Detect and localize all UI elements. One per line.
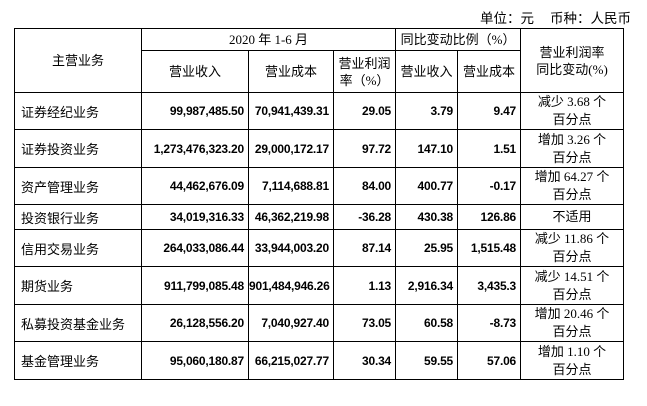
revenue-cell: 44,462,676.09 <box>141 167 249 205</box>
cost-cell: 66,215,027.77 <box>248 341 334 380</box>
yoy-revenue-cell: 3.79 <box>395 92 459 130</box>
main-business-table: 主营业务 2020 年 1-6 月 同比变动比例（%） 营业利润率 同比变动(%… <box>14 28 625 380</box>
margin-change-cell: 减少 14.51 个 百分点 <box>520 266 625 305</box>
header-main-business: 主营业务 <box>14 28 142 93</box>
revenue-cell: 264,033,086.44 <box>141 229 249 267</box>
yoy-cost-cell: 1,515.48 <box>457 229 522 267</box>
margin-cell: 29.05 <box>332 92 397 130</box>
cost-cell: 33,944,003.20 <box>248 229 334 267</box>
currency-label: 币种：人民币 <box>550 11 631 26</box>
margin-change-cell: 增加 64.27 个 百分点 <box>520 167 625 205</box>
yoy-revenue-cell: 2,916.34 <box>395 266 459 305</box>
cost-cell: 901,484,946.26 <box>248 266 334 305</box>
table-row: 私募投资基金业务 26,128,556.20 7,040,927.40 73.0… <box>14 304 625 342</box>
business-cell: 证券投资业务 <box>14 129 142 168</box>
header-margin-yoy: 营业利润率 同比变动(%) <box>520 28 625 93</box>
revenue-cell: 95,060,180.87 <box>141 341 249 380</box>
header-row-groups: 主营业务 2020 年 1-6 月 同比变动比例（%） 营业利润率 同比变动(%… <box>14 28 625 93</box>
yoy-cost-cell: 3,435.3 <box>457 266 522 305</box>
header-cost: 营业成本 <box>248 50 334 93</box>
business-cell: 基金管理业务 <box>14 341 142 380</box>
table-row: 资产管理业务 44,462,676.09 7,114,688.81 84.00 … <box>14 167 625 205</box>
cost-cell: 29,000,172.17 <box>248 129 334 168</box>
cost-cell: 70,941,439.31 <box>248 92 334 130</box>
header-revenue: 营业收入 <box>141 50 249 93</box>
table-row: 信用交易业务 264,033,086.44 33,944,003.20 87.1… <box>14 229 625 267</box>
cost-cell: 7,114,688.81 <box>248 167 334 205</box>
yoy-cost-cell: 57.06 <box>457 341 522 380</box>
business-cell: 投资银行业务 <box>14 204 142 230</box>
table-row: 基金管理业务 95,060,180.87 66,215,027.77 30.34… <box>14 341 625 380</box>
yoy-revenue-cell: 400.77 <box>395 167 459 205</box>
table-row: 证券投资业务 1,273,476,323.20 29,000,172.17 97… <box>14 129 625 168</box>
yoy-revenue-cell: 60.58 <box>395 304 459 342</box>
margin-change-cell: 减少 11.86 个 百分点 <box>520 229 625 267</box>
yoy-revenue-cell: 59.55 <box>395 341 459 380</box>
table-row: 证券经纪业务 99,987,485.50 70,941,439.31 29.05… <box>14 92 625 130</box>
unit-currency-line: 单位：元 币种：人民币 <box>480 7 631 27</box>
margin-cell: 30.34 <box>332 341 397 380</box>
table-row: 期货业务 911,799,085.48 901,484,946.26 1.13 … <box>14 266 625 305</box>
margin-change-cell: 减少 3.68 个 百分点 <box>520 92 625 130</box>
business-cell: 私募投资基金业务 <box>14 304 142 342</box>
margin-cell: 87.14 <box>332 229 397 267</box>
margin-cell: 97.72 <box>332 129 397 168</box>
revenue-cell: 99,987,485.50 <box>141 92 249 130</box>
revenue-cell: 26,128,556.20 <box>141 304 249 342</box>
margin-change-cell: 增加 20.46 个 百分点 <box>520 304 625 342</box>
header-yoy-group: 同比变动比例（%） <box>395 28 522 51</box>
yoy-cost-cell: -0.17 <box>457 167 522 205</box>
yoy-cost-cell: -8.73 <box>457 304 522 342</box>
business-cell: 证券经纪业务 <box>14 92 142 130</box>
business-cell: 信用交易业务 <box>14 229 142 267</box>
table-row: 投资银行业务 34,019,316.33 46,362,219.98 -36.2… <box>14 204 625 230</box>
margin-change-cell: 增加 1.10 个 百分点 <box>520 341 625 380</box>
revenue-cell: 911,799,085.48 <box>141 266 249 305</box>
header-yoy-cost: 营业成本 <box>457 50 522 93</box>
header-profit-margin: 营业利润 率（%） <box>332 50 397 93</box>
revenue-cell: 34,019,316.33 <box>141 204 249 230</box>
header-row-columns: 营业收入 营业成本 营业利润 率（%） 营业收入 营业成本 <box>15 50 624 93</box>
margin-cell: 1.13 <box>332 266 397 305</box>
cost-cell: 46,362,219.98 <box>248 204 334 230</box>
margin-cell: 73.05 <box>332 304 397 342</box>
margin-cell: -36.28 <box>332 204 397 230</box>
margin-change-cell: 增加 3.26 个 百分点 <box>520 129 625 168</box>
unit-label: 单位：元 <box>480 11 534 26</box>
yoy-cost-cell: 126.86 <box>457 204 522 230</box>
header-yoy-revenue: 营业收入 <box>395 50 459 93</box>
business-cell: 期货业务 <box>14 266 142 305</box>
business-cell: 资产管理业务 <box>14 167 142 205</box>
margin-change-cell: 不适用 <box>520 204 625 230</box>
margin-cell: 84.00 <box>332 167 397 205</box>
revenue-cell: 1,273,476,323.20 <box>141 129 249 168</box>
yoy-cost-cell: 1.51 <box>457 129 522 168</box>
header-period-group: 2020 年 1-6 月 <box>140 28 397 51</box>
yoy-cost-cell: 9.47 <box>457 92 522 130</box>
cost-cell: 7,040,927.40 <box>248 304 334 342</box>
yoy-revenue-cell: 147.10 <box>395 129 459 168</box>
yoy-revenue-cell: 430.38 <box>395 204 459 230</box>
yoy-revenue-cell: 25.95 <box>395 229 459 267</box>
